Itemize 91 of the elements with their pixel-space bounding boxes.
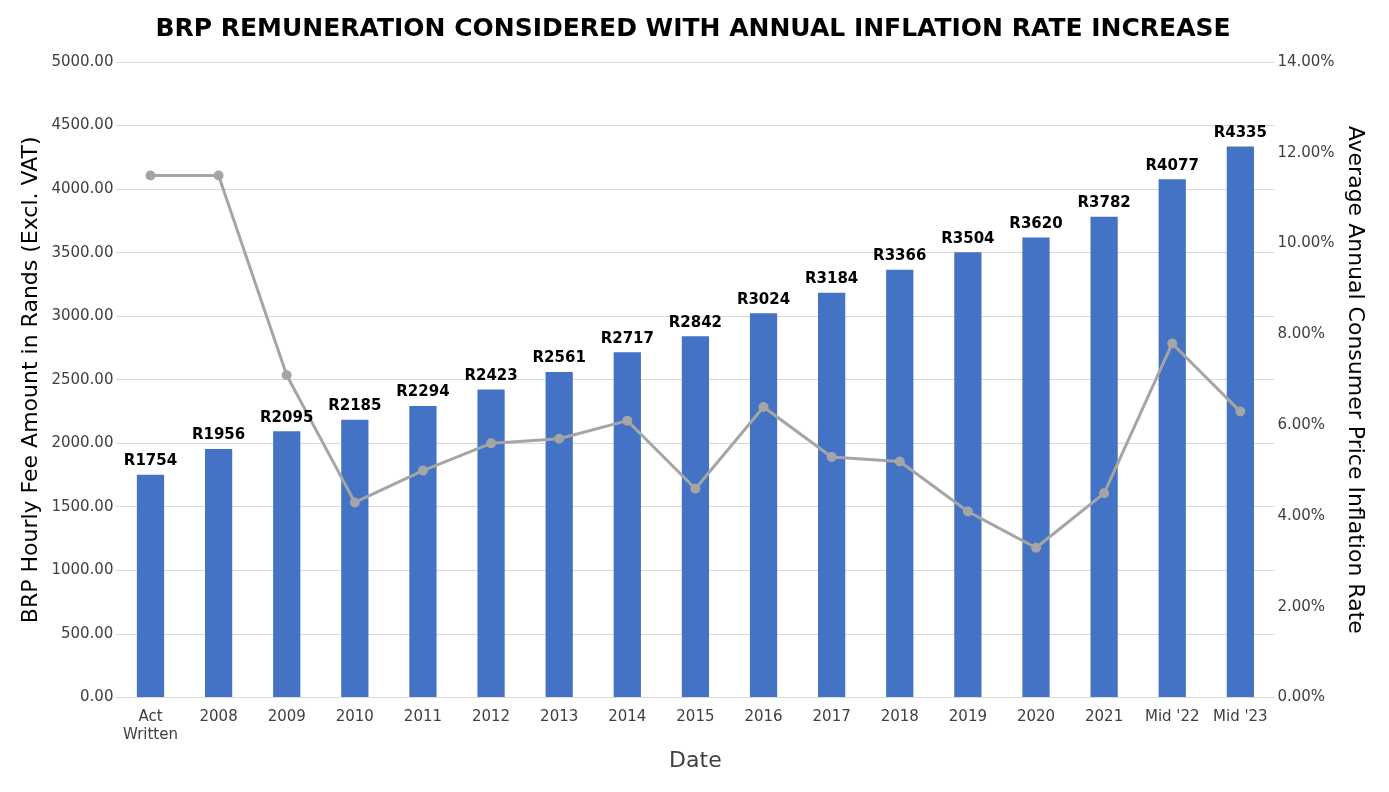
point (145, 170, 156, 181)
data-label: R2842 (668, 312, 723, 331)
x-tick-label: 2011 (403, 707, 443, 726)
y-tick-label: 2500.00 (51, 369, 114, 388)
point (1031, 542, 1041, 553)
data-label: R3366 (873, 246, 927, 265)
point (962, 506, 973, 517)
y2-tick-label: 12.00% (1277, 142, 1335, 161)
bar (204, 448, 233, 698)
y2-tick-label: 2.00% (1277, 596, 1326, 615)
x-tick-label: 2018 (880, 707, 919, 726)
point (622, 415, 633, 426)
data-label: R1956 (191, 425, 246, 444)
y2-tick-label: 8.00% (1277, 324, 1326, 343)
x-tick-label: 2017 (812, 707, 851, 726)
point (554, 433, 565, 444)
x-tick-label: Mid '22 (1144, 707, 1200, 726)
point (758, 402, 769, 413)
x-tick-label: 2019 (948, 707, 987, 726)
y-tick-label: 0.00 (80, 687, 114, 706)
data-label: R4335 (1213, 122, 1267, 141)
data-label: R4077 (1145, 155, 1199, 174)
bar (681, 336, 710, 698)
x-tick-label: 2021 (1085, 707, 1124, 726)
data-label: R2095 (260, 407, 314, 426)
data-label: R2185 (328, 396, 382, 415)
data-label: R3024 (736, 289, 791, 308)
y-axis-title: BRP Hourly Fee Amount in Rands (Excl. VAT) (16, 136, 42, 624)
bar (749, 313, 778, 698)
bar (545, 372, 573, 698)
chart-title: BRP REMUNERATION CONSIDERED WITH ANNUAL INFLATION RATE INCREASE (155, 12, 1231, 42)
bar (1158, 179, 1186, 698)
data-label: R2561 (532, 348, 586, 367)
y2-tick-label: 14.00% (1277, 51, 1335, 70)
point (1167, 338, 1178, 349)
x-tick-label: 2009 (267, 707, 306, 726)
x-tick-label: Act Written (122, 707, 178, 744)
y2-tick-label: 4.00% (1277, 505, 1326, 524)
x-tick-label: Mid '23 (1213, 707, 1268, 726)
data-label: R1754 (123, 451, 178, 470)
x-tick-label: 2013 (540, 707, 579, 726)
bar (1226, 146, 1254, 698)
y2-tick-label: 0.00% (1277, 687, 1326, 706)
point (349, 497, 360, 508)
y-tick-label: 4500.00 (51, 115, 114, 134)
y2-tick-label: 10.00% (1277, 233, 1335, 252)
bar (886, 269, 914, 698)
point (690, 483, 701, 494)
point (213, 170, 224, 181)
y-tick-label: 3500.00 (51, 242, 114, 261)
x-tick-label: 2015 (676, 707, 715, 726)
bar (477, 389, 505, 698)
point (486, 438, 497, 449)
y-tick-label: 500.00 (60, 623, 114, 642)
point (826, 451, 837, 462)
bar (409, 405, 437, 698)
point (894, 456, 905, 467)
bar (136, 474, 165, 698)
x-tick-label: 2014 (608, 707, 647, 726)
x-tick-label: 2012 (471, 707, 511, 726)
x-axis-title: Date (669, 746, 722, 772)
x-tick-label: 2016 (744, 707, 783, 726)
y-tick-label: 1500.00 (51, 496, 114, 515)
data-label: R3504 (941, 228, 995, 247)
bar (273, 431, 301, 698)
bar (818, 292, 846, 698)
y-tick-label: 5000.00 (51, 51, 114, 70)
bar (341, 419, 369, 698)
y-tick-label: 1000.00 (51, 560, 114, 579)
x-tick-label: 2010 (335, 707, 374, 726)
data-label: R3184 (804, 269, 859, 288)
data-label: R3620 (1009, 213, 1063, 232)
data-label: R2423 (464, 365, 518, 384)
bar (954, 252, 982, 698)
data-label: R2717 (600, 328, 654, 347)
bar (1022, 237, 1050, 698)
y2-tick-label: 6.00% (1277, 415, 1326, 434)
data-label: R2294 (396, 382, 450, 401)
point (417, 465, 428, 476)
point (281, 370, 292, 381)
y-tick-label: 4000.00 (51, 179, 114, 198)
x-tick-label: 2020 (1016, 707, 1056, 726)
data-label: R3782 (1077, 193, 1131, 212)
point (1235, 406, 1246, 417)
x-tick-label: 2008 (199, 707, 238, 726)
point (1099, 488, 1110, 499)
bar (613, 352, 641, 698)
y-tick-label: 3000.00 (51, 306, 114, 325)
y2-axis-title: Average Annual Consumer Price Inflation Rate (1344, 125, 1370, 634)
y-tick-label: 2000.00 (51, 433, 114, 452)
bar (1090, 216, 1118, 698)
